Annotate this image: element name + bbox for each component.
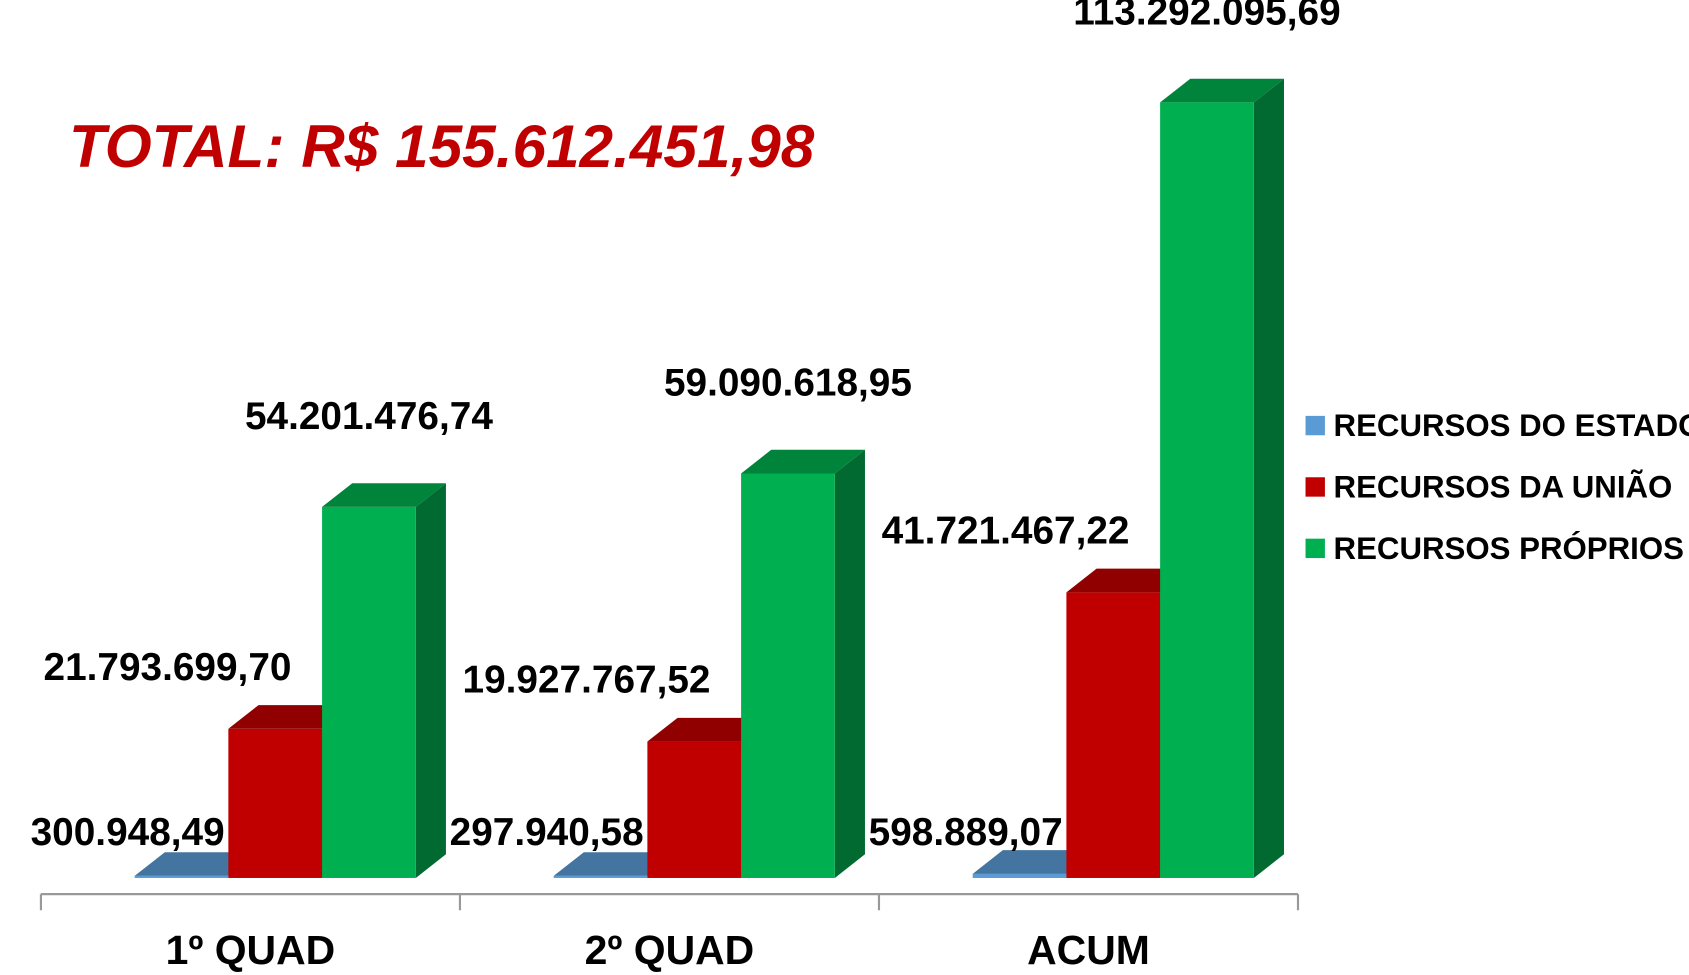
bar-face	[228, 705, 353, 729]
value-label: 41.721.467,22	[882, 509, 1130, 552]
bar-face	[972, 873, 1067, 878]
legend-label: RECURSOS PRÓPRIOS	[1334, 530, 1684, 566]
legend-swatch	[1305, 477, 1325, 497]
bar-face	[322, 483, 446, 507]
bar-face	[1160, 102, 1254, 878]
bar-face	[647, 741, 742, 878]
x-tick-label: 2º QUAD	[585, 927, 755, 973]
value-label: 598.889,07	[869, 811, 1063, 854]
bar-face	[741, 449, 865, 474]
x-tick-label: ACUM	[1027, 927, 1150, 973]
legend-label: RECURSOS DO ESTADO	[1334, 408, 1689, 443]
value-label: 297.940,58	[450, 811, 644, 854]
bar-face	[972, 850, 1097, 874]
bar-face	[834, 449, 865, 878]
bar	[322, 483, 446, 878]
value-label: 113.292.095,69	[1073, 0, 1340, 33]
bar-face	[134, 875, 229, 878]
legend-label: RECURSOS DA UNIÃO	[1334, 469, 1673, 504]
value-label: 59.090.618,95	[664, 361, 912, 404]
legend-swatch	[1305, 415, 1325, 436]
bar-face	[1066, 592, 1161, 878]
bar-face	[1066, 568, 1191, 593]
bar	[741, 449, 865, 878]
value-label: 54.201.476,74	[245, 395, 493, 438]
bar-face	[415, 483, 446, 878]
total-annotation: TOTAL: R$ 155.612.451,98	[69, 112, 815, 180]
x-tick-label: 1º QUAD	[166, 927, 336, 973]
value-label: 21.793.699,70	[44, 646, 292, 689]
value-label: 300.948,49	[31, 811, 225, 854]
bar-face	[228, 728, 323, 878]
bar-face	[647, 717, 772, 742]
bar-face	[553, 852, 678, 876]
value-label: 19.927.767,52	[463, 659, 711, 702]
bar-face	[134, 852, 259, 876]
bar-face	[1160, 78, 1284, 103]
bar-face	[741, 473, 835, 878]
legend-swatch	[1305, 538, 1325, 559]
bar-face	[1253, 78, 1284, 878]
bar-face	[322, 506, 416, 878]
bar-face	[553, 875, 648, 878]
bar	[1160, 78, 1284, 878]
